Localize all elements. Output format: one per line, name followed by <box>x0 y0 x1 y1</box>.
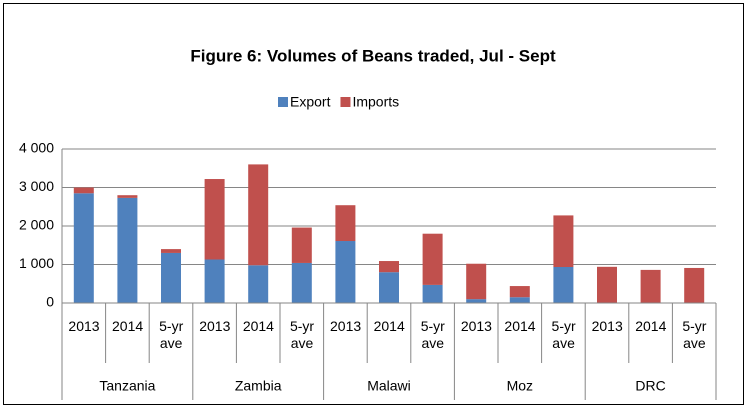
bar-segment <box>335 241 356 303</box>
x-tick-label: 5-yr ave <box>159 318 184 351</box>
bar-segment <box>597 266 617 303</box>
bar-segment <box>161 252 181 303</box>
x-tick-label: 5-yr ave <box>682 318 707 351</box>
bar-segment <box>509 297 530 303</box>
y-tick-label: 2 000 <box>19 217 54 233</box>
bar-segment <box>379 261 399 273</box>
group-label: DRC <box>635 378 665 394</box>
y-tick-label: 1 000 <box>19 255 54 271</box>
bar-segment <box>117 195 138 198</box>
x-tick-label: 2014 <box>373 318 405 334</box>
bar-segment <box>161 249 181 253</box>
x-tick-label: 5-yr ave <box>551 318 576 351</box>
y-tick-label: 4 000 <box>19 140 54 156</box>
bar-segment <box>73 187 94 194</box>
bar-segment <box>204 179 225 260</box>
group-label: Zambia <box>235 378 282 394</box>
x-tick-label: 5-yr ave <box>289 318 315 351</box>
group-label: Malawi <box>367 378 411 394</box>
x-tick-label: 5-yr ave <box>420 318 445 351</box>
bar-segment <box>553 267 574 303</box>
bar-segment <box>422 233 443 285</box>
bar-segment <box>291 262 312 303</box>
legend-label: Imports <box>352 94 399 110</box>
legend-swatch <box>278 97 288 107</box>
bar-segment <box>248 265 269 303</box>
legend-label: Export <box>290 94 331 110</box>
bar-segment <box>248 164 269 266</box>
bar-segment <box>553 215 574 268</box>
bar-segment <box>466 299 487 303</box>
y-tick-label: 3 000 <box>19 178 54 194</box>
x-tick-label: 2013 <box>68 318 100 334</box>
bar-segment <box>684 267 705 303</box>
bar-segment <box>422 284 443 303</box>
x-tick-label: 2013 <box>460 318 492 334</box>
x-tick-label: 2014 <box>504 318 536 334</box>
group-label: Moz <box>507 378 533 394</box>
x-tick-label: 2014 <box>242 318 274 334</box>
bar-segment <box>73 193 94 303</box>
bar-segment <box>379 272 399 303</box>
x-tick-label: 2013 <box>591 318 623 334</box>
group-label: Tanzania <box>99 378 155 394</box>
bar-segment <box>117 197 138 303</box>
bar-segment <box>291 227 312 263</box>
bar-segment <box>466 263 487 300</box>
x-tick-label: 2014 <box>112 318 144 334</box>
bar-segment <box>335 205 356 242</box>
y-tick-label: 0 <box>46 294 54 310</box>
x-tick-label: 2013 <box>199 318 231 334</box>
bar-segment <box>509 286 530 298</box>
legend-swatch <box>340 97 351 107</box>
x-tick-label: 2014 <box>635 318 667 334</box>
x-tick-label: 2013 <box>330 318 362 334</box>
chart-title: Figure 6: Volumes of Beans traded, Jul -… <box>190 46 556 65</box>
bar-segment <box>204 259 225 303</box>
bar-segment <box>640 269 661 303</box>
